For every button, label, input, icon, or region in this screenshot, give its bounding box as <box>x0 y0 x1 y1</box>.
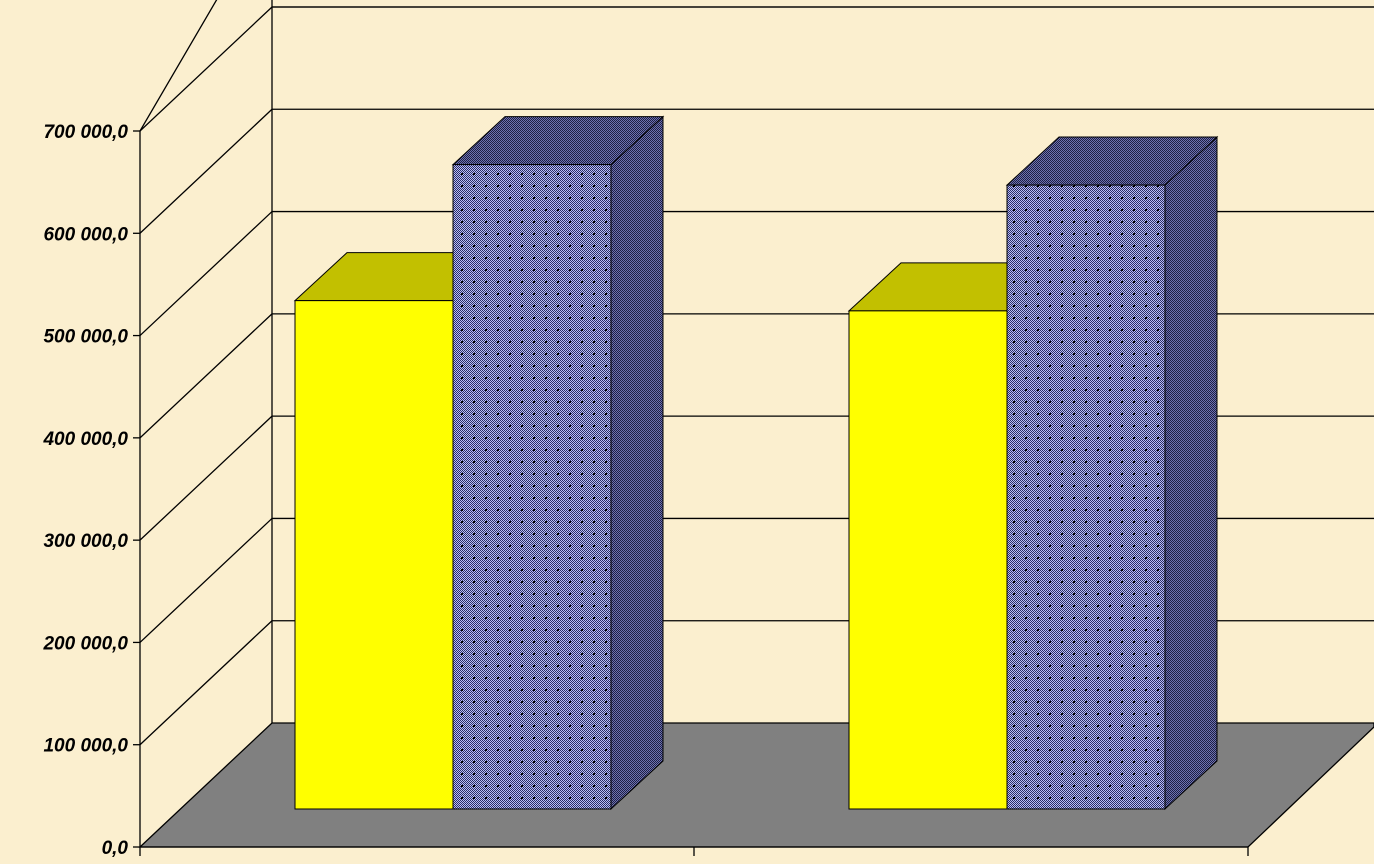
bar-front-face <box>1006 184 1166 810</box>
y-tick-label: 0,0 <box>102 838 129 859</box>
bar-side-face <box>610 115 664 811</box>
bar-front-face <box>452 164 612 810</box>
y-tick-label: 400 000,0 <box>42 429 128 450</box>
gridline-side <box>139 6 273 132</box>
y-tick-label: 300 000,0 <box>43 531 128 552</box>
gridline-side <box>139 415 273 541</box>
gridline-side <box>139 108 273 234</box>
y-tick-label: 500 000,0 <box>43 327 128 348</box>
bar-front-face <box>848 310 1008 810</box>
bars <box>293 115 1219 811</box>
bar <box>451 115 665 811</box>
gridline-side <box>139 211 273 337</box>
bar <box>1005 135 1219 811</box>
bar-front-face <box>294 300 454 810</box>
y-tick-label: 600 000,0 <box>43 224 128 245</box>
y-tick-label: 700 000,0 <box>43 122 128 143</box>
gridline-side <box>139 517 273 643</box>
gridline-side <box>139 313 273 439</box>
y-tick-label: 100 000,0 <box>43 736 128 757</box>
y-tick-label: 200 000,0 <box>42 633 128 654</box>
bar <box>847 262 1061 810</box>
y-axis: 0,0 100 000,0 200 000,0 300 000,0 400 000,0 5… <box>42 122 1249 859</box>
side-wall-top-edge <box>139 0 218 132</box>
bar-side-face <box>1164 135 1218 811</box>
gridline-side <box>139 620 273 746</box>
